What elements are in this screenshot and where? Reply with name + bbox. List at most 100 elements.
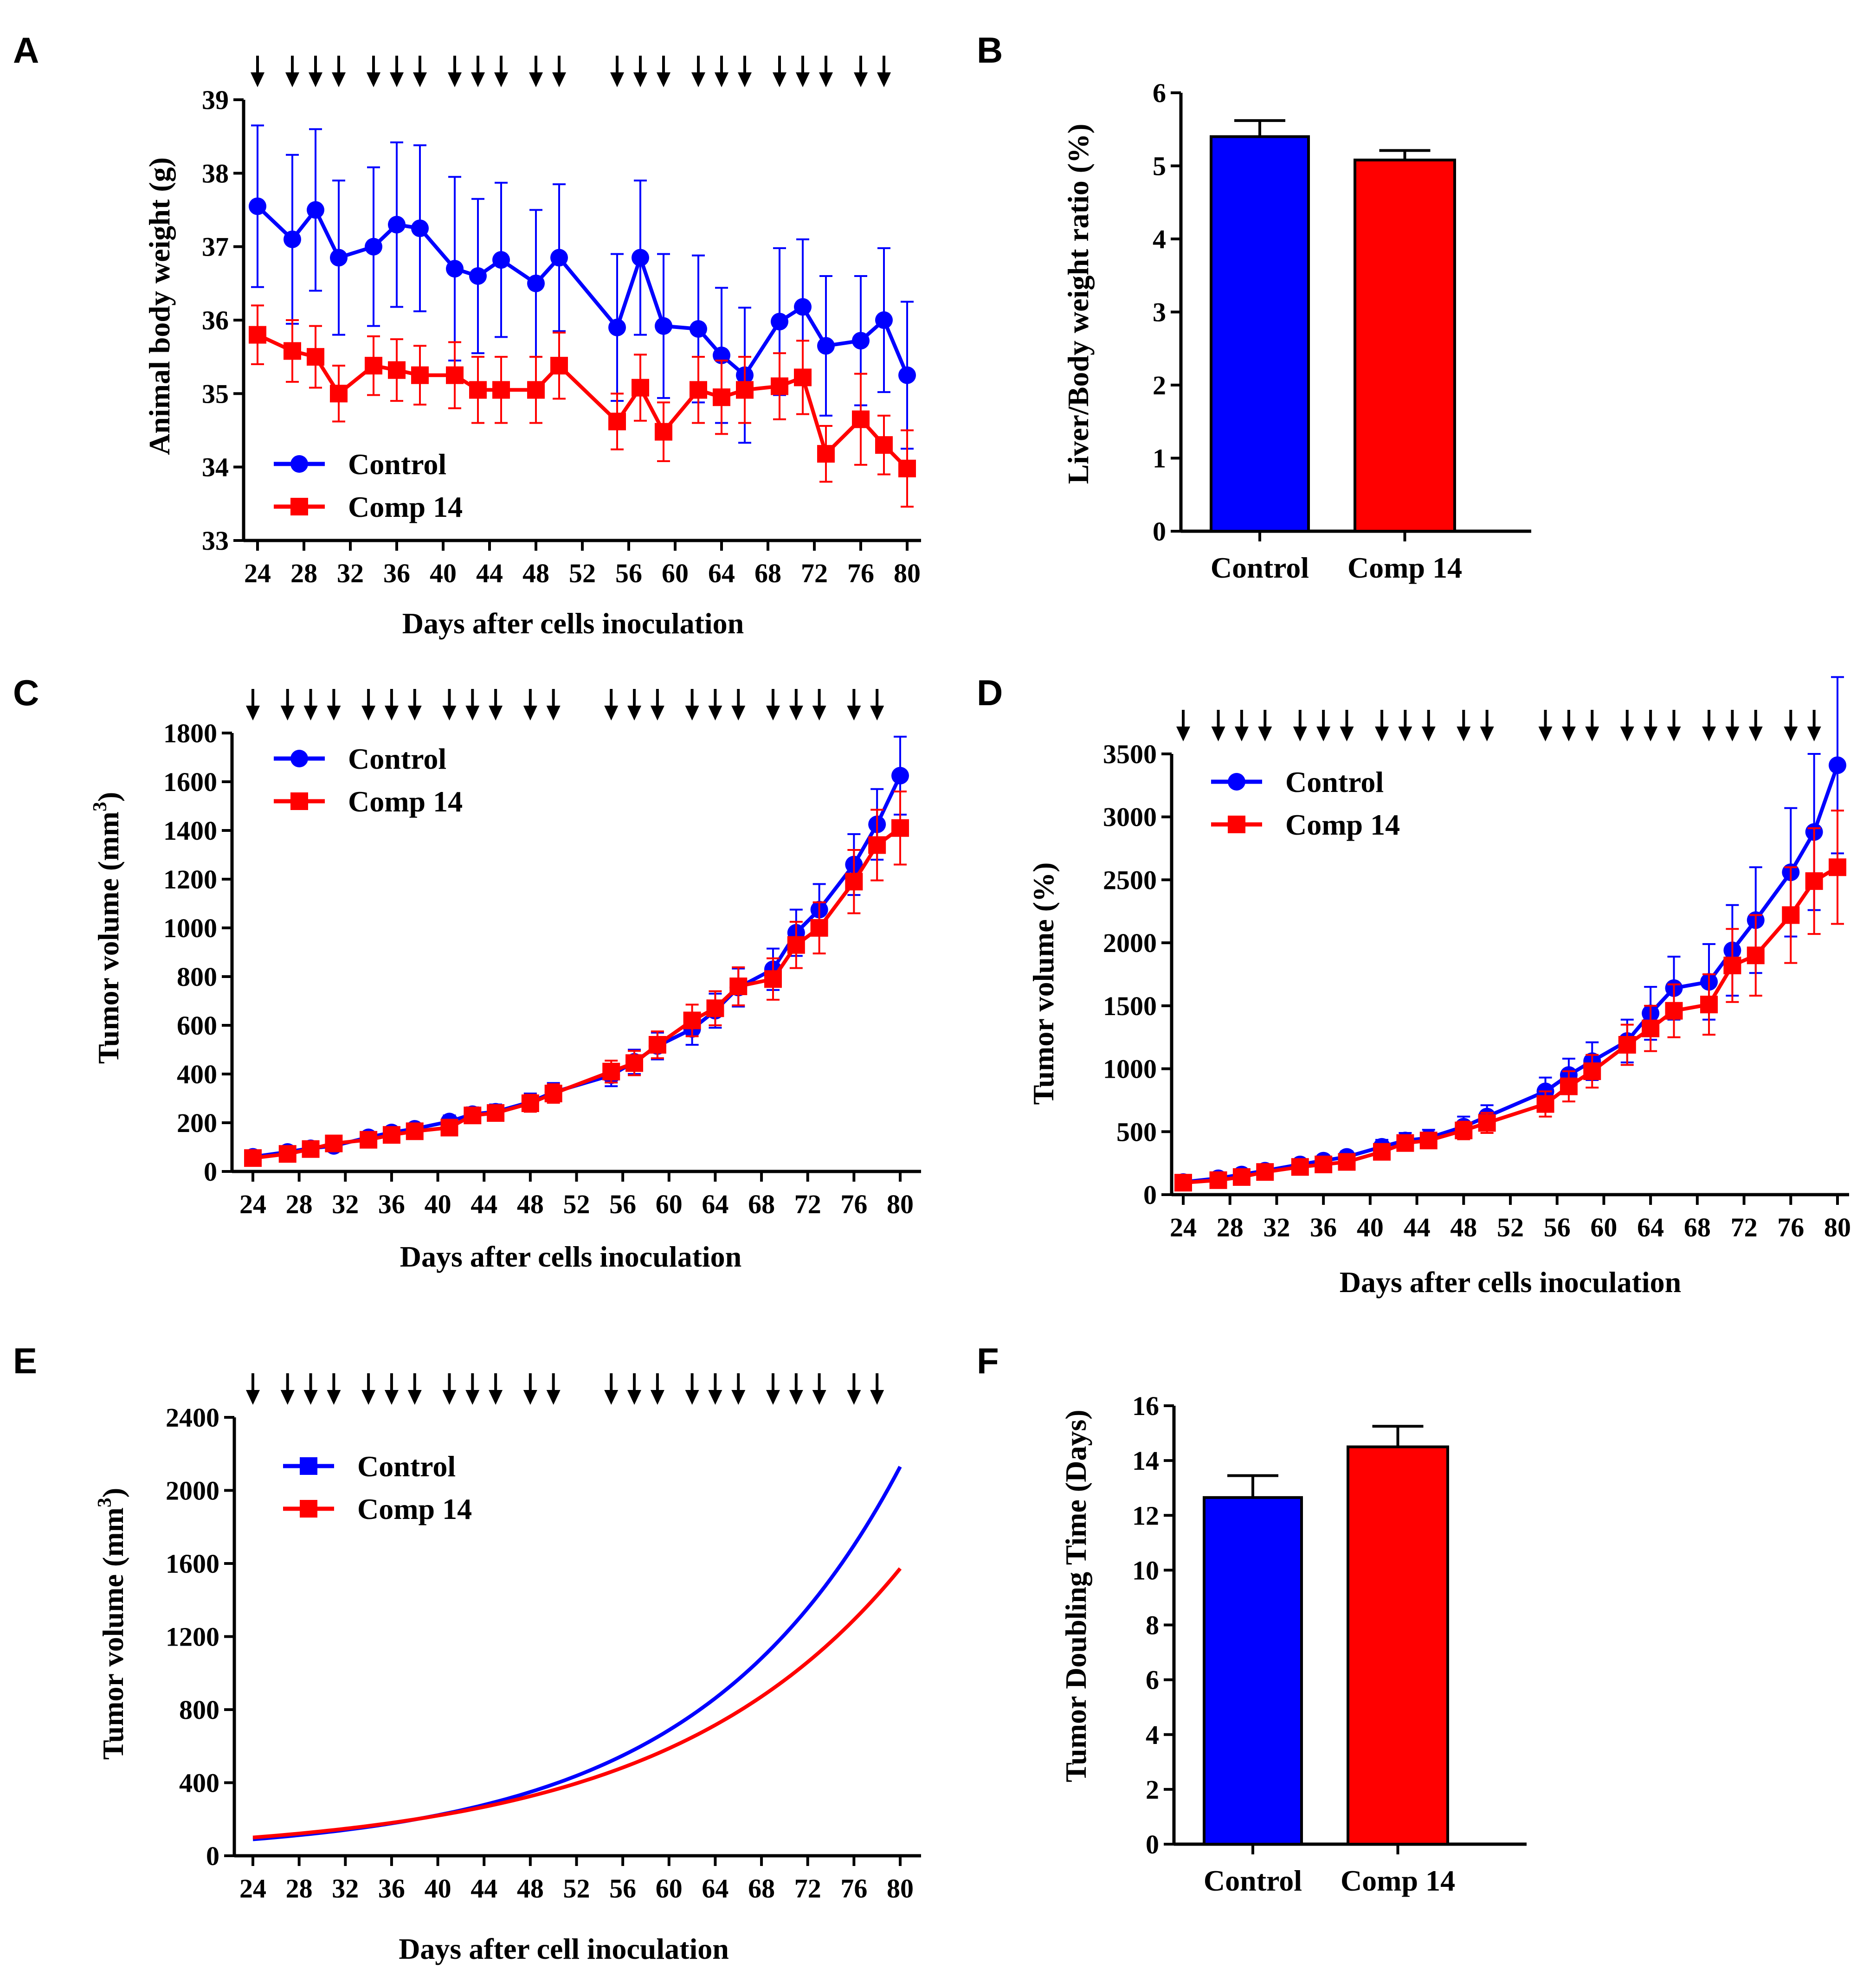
legend-comp14-marker <box>290 498 308 515</box>
panel-b-y-tick-label: 6 <box>1153 78 1166 108</box>
control-series-line <box>252 775 902 1159</box>
comp14-data-point <box>875 436 893 454</box>
comp14-data-point <box>845 873 863 891</box>
control-data-point <box>388 216 406 234</box>
comp14-data-point <box>898 459 916 477</box>
panel-a-x-tick-label: 44 <box>476 558 503 588</box>
panel-e-x-tick-label: 64 <box>702 1873 728 1904</box>
dosing-arrow-head <box>489 706 503 721</box>
dosing-arrow-head <box>604 1390 619 1405</box>
panel-d-x-tick-label: 24 <box>1170 1212 1197 1242</box>
panel-c-y-tick-label: 800 <box>177 962 217 992</box>
dosing-arrow-head <box>303 1390 318 1405</box>
dosing-arrow-head <box>246 706 260 721</box>
dosing-arrow-head <box>1807 727 1821 741</box>
panel-e-y-title-sup: 3 <box>94 1498 116 1507</box>
dosing-arrow-head <box>471 72 485 87</box>
dosing-arrow-head <box>1644 727 1658 741</box>
comp14-data-point <box>1291 1158 1309 1176</box>
control-data-point <box>632 249 649 267</box>
control-data-point <box>690 320 707 338</box>
comp14-data-point <box>1256 1163 1274 1181</box>
panel-a-x-tick-label: 32 <box>337 558 364 588</box>
panel-a-x-tick-label: 36 <box>383 558 410 588</box>
panel-d-y-tick-label: 2000 <box>1103 928 1157 958</box>
panel-e-x-tick-label: 48 <box>517 1873 544 1904</box>
legend-control-marker <box>290 455 308 473</box>
dosing-arrow-head <box>870 706 884 721</box>
dosing-arrow-head <box>1725 727 1740 741</box>
legend-control-label: Control <box>348 448 446 481</box>
panel-c-plot: 0 200 400 600 800 1000 1200 1400 1600 1800 24 28 32 3… <box>163 718 921 1219</box>
dosing-arrow-head <box>1748 727 1763 741</box>
panel-a-y-tick-label: 38 <box>202 158 229 188</box>
comp14-data-point <box>388 361 406 379</box>
control-data-point <box>284 230 301 248</box>
panel-e-x-tick-label: 44 <box>471 1873 497 1904</box>
panel-e-x-title: Days after cell inoculation <box>399 1932 729 1965</box>
panel-c-x-tick-label: 72 <box>794 1189 821 1219</box>
panel-c-x-tick-label: 68 <box>748 1189 775 1219</box>
comp14-data-point <box>382 1126 400 1144</box>
comp14-bar <box>1347 1445 1449 1846</box>
panel-c-y-tick-label: 600 <box>177 1010 217 1041</box>
panel-a: A 33 34 35 36 37 38 39 24 28 32 36 40 44 48 52 56 60 64 68… <box>13 30 921 640</box>
panel-f-y-tick-label: 4 <box>1146 1720 1159 1750</box>
panel-e-dosing-arrows <box>246 1373 884 1405</box>
panel-c-y-tick-label: 1200 <box>163 864 217 894</box>
control-data-point <box>898 366 916 384</box>
panel-b: B 0 1 2 3 4 5 6 Control Comp 14 Liver/Body weigh… <box>977 30 1531 584</box>
dosing-arrow-head <box>1398 727 1412 741</box>
dosing-arrow-head <box>1561 727 1576 741</box>
panel-a-y-tick-label: 33 <box>202 526 229 556</box>
comp14-data-point <box>1560 1077 1578 1095</box>
panel-e-x-tick-label: 24 <box>239 1873 266 1904</box>
panel-c-x-tick-label: 76 <box>840 1189 867 1219</box>
dosing-arrow-head <box>529 72 543 87</box>
dosing-arrow-head <box>1293 727 1307 741</box>
panel-a-y-tick-label: 39 <box>202 85 229 115</box>
panel-a-x-tick-label: 72 <box>801 558 828 588</box>
dosing-arrow-head <box>1538 727 1553 741</box>
panel-c-x-tick-label: 60 <box>656 1189 683 1219</box>
dosing-arrow-head <box>685 1390 699 1405</box>
comp14-data-point <box>1782 906 1800 924</box>
comp14-data-point <box>625 1054 644 1072</box>
panel-d-x-tick-label: 48 <box>1450 1212 1477 1242</box>
panel-c-y-title-main: Tumor volume (mm <box>92 811 125 1064</box>
control-bar <box>1210 135 1310 533</box>
dosing-arrow-head <box>627 706 642 721</box>
comp14-data-point <box>891 819 909 837</box>
comp14-data-point <box>244 1149 262 1167</box>
panel-d-y-tick-label: 2500 <box>1103 865 1157 895</box>
comp14-data-point <box>446 366 464 384</box>
dosing-arrow-head <box>442 706 457 721</box>
panel-a-y-tick-label: 34 <box>202 452 229 482</box>
panel-d-x-tick-label: 32 <box>1263 1212 1290 1242</box>
control-data-point <box>891 766 909 785</box>
panel-b-y-tick-label: 4 <box>1153 224 1166 254</box>
dosing-arrow-head <box>523 1390 537 1405</box>
dosing-arrow-head <box>812 1390 826 1405</box>
dosing-arrow-head <box>309 72 322 87</box>
comp14-data-point <box>1174 1174 1192 1192</box>
panel-f-y-tick-label: 12 <box>1132 1500 1159 1531</box>
panel-c-legend: Control Comp 14 <box>274 742 463 818</box>
dosing-arrow-head <box>847 1390 861 1405</box>
panel-d-x-tick-label: 56 <box>1544 1212 1571 1242</box>
comp14-data-point <box>307 348 324 366</box>
comp14-data-point <box>1536 1095 1554 1113</box>
comp14-data-point <box>852 410 870 428</box>
dosing-arrow-head <box>327 706 341 721</box>
panel-c-x-tick-label: 28 <box>286 1189 313 1219</box>
panel-d-y-tick-label: 3500 <box>1103 739 1157 769</box>
comp14-data-point <box>1396 1134 1414 1152</box>
panel-e: E 0 400 800 1200 1600 2000 2400 24 28 32 36 40 44 48 5… <box>13 1340 921 1965</box>
dosing-arrow-head <box>789 706 803 721</box>
panel-e-y-title-close: ) <box>97 1488 129 1498</box>
dosing-arrow-head <box>604 706 619 721</box>
panel-c-letter: C <box>13 672 39 713</box>
comp14-data-point <box>302 1140 320 1158</box>
dosing-arrow-head <box>251 72 264 87</box>
panel-e-y-title-main: Tumor volume (mm <box>97 1507 129 1760</box>
